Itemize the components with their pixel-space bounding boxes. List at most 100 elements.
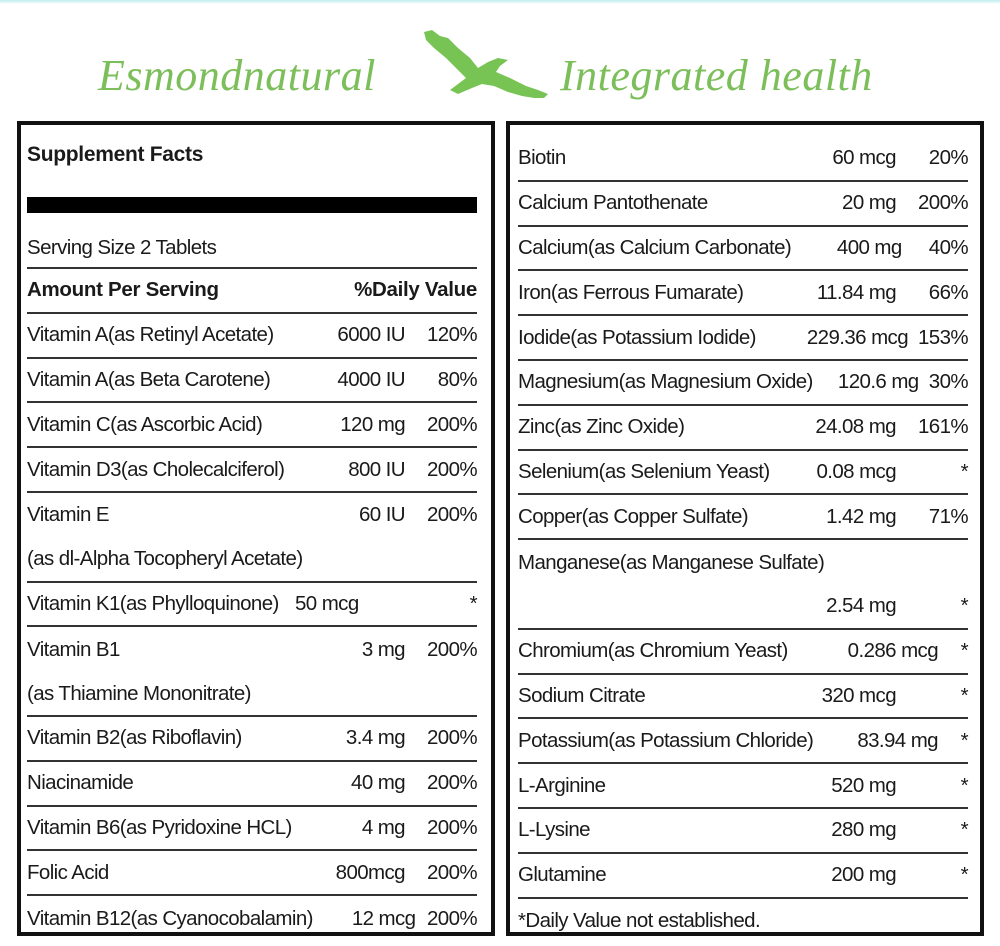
nutrient-dv: * [960, 863, 969, 887]
nutrient-dv: 120% [426, 323, 478, 347]
table-row: Calcium Pantothenate 20 mg 200% [518, 182, 969, 227]
nutrient-amount: 229.36 mcg [806, 325, 909, 349]
table-row: L-Arginine 520 mg * [518, 764, 969, 809]
nutrient-amount: 6000 IU [337, 323, 405, 347]
nutrient-dv: 200% [426, 726, 478, 750]
table-row-continuation: 2.54 mg * [518, 585, 969, 630]
nutrient-amount: 200 mg [831, 863, 896, 887]
nutrient-amount: 60 mcg [832, 146, 896, 170]
nutrient-name: Biotin [518, 146, 566, 170]
nutrient-name: Zinc(as Zinc Oxide) [518, 415, 685, 439]
nutrient-name: Vitamin B6(as Pyridoxine HCL) [27, 815, 292, 839]
nutrient-amount: 50 mcg [295, 591, 359, 615]
eagle-icon [424, 30, 548, 98]
serving-size-row: Serving Size 2 Tablets [27, 229, 477, 269]
table-row: Calcium(as Calcium Carbonate) 400 mg 40% [518, 227, 969, 272]
nutrient-dv: 200% [426, 815, 478, 839]
table-row: Niacinamide 40 mg 200% [27, 762, 478, 807]
nutrient-dv: 71% [928, 504, 969, 528]
table-row: Potassium(as Potassium Chloride) 83.94 m… [518, 719, 969, 765]
nutrient-name: Iron(as Ferrous Fumarate) [518, 280, 744, 304]
nutrient-amount: 120.6 mg [837, 370, 919, 394]
table-row: Biotin 60 mcg 20% [518, 137, 969, 182]
nutrient-name: Glutamine [518, 863, 607, 887]
nutrient-dv: 66% [928, 280, 969, 304]
nutrient-dv: 200% [426, 412, 478, 436]
nutrient-amount: 320 mcg [821, 683, 897, 707]
nutrient-amount: 3.4 mg [345, 726, 406, 750]
col-dv-header: %Daily Value [354, 278, 477, 302]
nutrient-amount: 11.84 mg [816, 280, 897, 304]
nutrient-name: Vitamin A(as Retinyl Acetate) [27, 323, 274, 347]
table-row: Manganese(as Manganese Sulfate) [518, 540, 968, 585]
nutrient-amount: 1.42 mg [826, 504, 896, 528]
nutrient-name: Selenium(as Selenium Yeast) [518, 459, 770, 483]
brand-tagline: Integrated health [560, 51, 873, 100]
nutrient-amount: 400 mg [836, 235, 902, 259]
table-row-continuation: (as Thiamine Mononitrate) [27, 672, 477, 717]
supplement-facts-panel-left: Supplement Facts Serving Size 2 Tablets … [17, 121, 495, 936]
nutrient-name: L-Lysine [518, 818, 591, 842]
nutrient-dv: 200% [426, 457, 478, 481]
table-row: Vitamin A(as Beta Carotene) 4000 IU 80% [27, 359, 478, 404]
nutrient-amount: 280 mg [831, 818, 896, 842]
table-row: Vitamin B6(as Pyridoxine HCL) 4 mg 200% [27, 807, 478, 852]
nutrient-amount: 12 mcg [351, 906, 416, 930]
nutrient-name: Magnesium(as Magnesium Oxide) [518, 370, 813, 394]
nutrient-name: L-Arginine [518, 773, 606, 797]
nutrient-amount: 4 mg [361, 815, 406, 839]
nutrient-amount: 800mcg [335, 860, 406, 884]
nutrient-amount: 24.08 mg [815, 415, 896, 439]
panel-title-row: Supplement Facts [27, 125, 477, 185]
top-strip [0, 0, 1000, 4]
nutrient-dv: * [960, 594, 969, 618]
table-row: Vitamin D3(as Cholecalciferol) 800 IU 20… [27, 448, 478, 493]
nutrient-name: Calcium Pantothenate [518, 191, 708, 215]
nutrient-amount: 83.94 mg [857, 728, 938, 752]
supplement-facts-panel-right: Biotin 60 mcg 20% Calcium Pantothenate 2… [506, 121, 984, 936]
nutrient-amount: 60 IU [359, 503, 406, 527]
nutrient-name: Copper(as Copper Sulfate) [518, 504, 749, 528]
table-row: Vitamin B12(as Cyanocobalamin) 12 mcg 20… [27, 896, 478, 941]
table-row: L-Lysine 280 mg * [518, 809, 969, 854]
panel-title: Supplement Facts [27, 143, 204, 166]
nutrient-dv: * [960, 728, 969, 752]
nutrient-amount: 3 mg [361, 637, 406, 661]
nutrient-name: Niacinamide [27, 771, 134, 795]
nutrient-name: Vitamin A(as Beta Carotene) [27, 367, 271, 391]
table-row: Iodide(as Potassium Iodide) 229.36 mcg 1… [518, 316, 969, 361]
nutrient-source: (as dl-Alpha Tocopheryl Acetate) [27, 547, 303, 571]
footnote-row: *Daily Value not established. [518, 899, 968, 944]
nutrient-amount: 0.08 mcg [816, 459, 896, 483]
nutrient-amount: 520 mg [831, 773, 896, 797]
serving-size: Serving Size 2 Tablets [27, 236, 217, 259]
nutrient-amount: 120 mg [340, 412, 405, 436]
nutrient-amount: 0.286 mcg [847, 639, 939, 663]
nutrient-name: Folic Acid [27, 860, 109, 884]
nutrient-name: Vitamin B12(as Cyanocobalamin) [27, 906, 313, 930]
table-row: Selenium(as Selenium Yeast) 0.08 mcg * [518, 451, 969, 496]
table-row: Iron(as Ferrous Fumarate) 11.84 mg 66% [518, 271, 969, 317]
nutrient-dv: 200% [426, 637, 478, 661]
nutrient-dv: 161% [917, 415, 969, 439]
nutrient-name: Calcium(as Calcium Carbonate) [518, 235, 792, 259]
nutrient-dv: 20% [928, 146, 969, 170]
nutrient-dv: * [960, 459, 969, 483]
nutrient-dv: * [960, 818, 969, 842]
footnote: *Daily Value not established. [518, 908, 761, 932]
nutrient-dv: 200% [426, 860, 478, 884]
brand-header: Esmondnatural Integrated health [0, 28, 1000, 108]
table-row: Chromium(as Chromium Yeast) 0.286 mcg * [518, 630, 969, 675]
nutrient-dv: 200% [426, 503, 478, 527]
nutrient-name: Chromium(as Chromium Yeast) [518, 639, 788, 663]
nutrient-dv: * [960, 683, 969, 707]
nutrient-name: Vitamin C(as Ascorbic Acid) [27, 412, 263, 436]
nutrient-name: Vitamin E [27, 503, 110, 527]
table-row: Vitamin C(as Ascorbic Acid) 120 mg 200% [27, 403, 478, 449]
nutrient-name: Potassium(as Potassium Chloride) [518, 728, 814, 752]
nutrient-name: Sodium Citrate [518, 683, 646, 707]
nutrient-dv: * [469, 591, 478, 615]
nutrient-dv: * [960, 773, 969, 797]
col-amount-header: Amount Per Serving [27, 278, 219, 302]
table-row: Vitamin A(as Retinyl Acetate) 6000 IU 12… [27, 314, 478, 359]
